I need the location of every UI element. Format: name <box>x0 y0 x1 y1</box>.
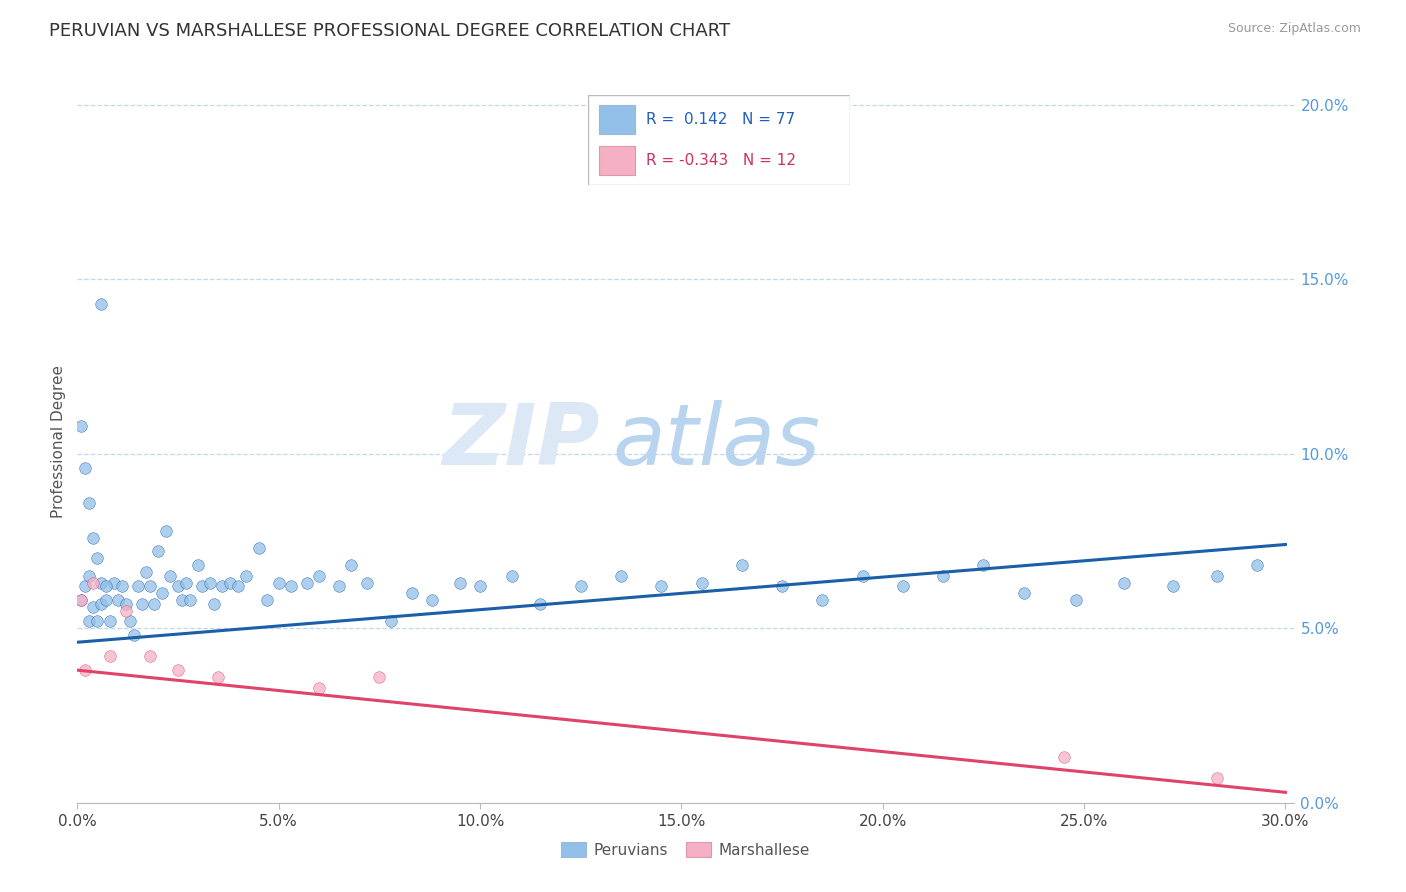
Point <box>468 579 491 593</box>
Point <box>139 579 162 593</box>
Point <box>191 579 214 593</box>
Point <box>146 544 169 558</box>
Point <box>207 670 229 684</box>
Point <box>82 531 104 545</box>
Point <box>79 569 101 583</box>
Point <box>1206 569 1229 583</box>
Point <box>235 569 257 583</box>
Point <box>228 579 250 593</box>
Point <box>135 566 157 580</box>
Point <box>610 569 633 583</box>
Point <box>75 460 97 475</box>
Point <box>267 575 290 590</box>
Point <box>167 663 190 677</box>
Point <box>98 615 121 629</box>
Point <box>1161 579 1184 593</box>
Point <box>202 597 225 611</box>
Point <box>401 586 423 600</box>
Point <box>90 575 112 590</box>
Point <box>86 551 108 566</box>
Point <box>1053 750 1076 764</box>
Point <box>131 597 153 611</box>
Point <box>368 670 391 684</box>
Point <box>179 593 201 607</box>
Point <box>150 586 173 600</box>
Point <box>295 575 318 590</box>
Point <box>70 418 93 433</box>
Point <box>1064 593 1087 607</box>
Point <box>340 558 363 573</box>
Point <box>75 663 97 677</box>
Point <box>356 575 378 590</box>
Point <box>690 575 713 590</box>
Point <box>103 575 125 590</box>
Point <box>852 569 875 583</box>
Point <box>70 593 93 607</box>
Y-axis label: Professional Degree: Professional Degree <box>51 365 66 518</box>
Point <box>1114 575 1136 590</box>
Point <box>82 600 104 615</box>
Point <box>1246 558 1268 573</box>
Point <box>159 569 181 583</box>
Text: Source: ZipAtlas.com: Source: ZipAtlas.com <box>1227 22 1361 36</box>
Point <box>90 597 112 611</box>
Point <box>107 593 129 607</box>
Point <box>501 569 523 583</box>
Point <box>122 628 145 642</box>
Point <box>127 579 149 593</box>
Point <box>380 615 402 629</box>
Point <box>75 579 97 593</box>
Point <box>111 579 134 593</box>
Point <box>167 579 190 593</box>
Point <box>118 615 141 629</box>
Point <box>891 579 914 593</box>
Point <box>308 569 330 583</box>
Point <box>174 575 197 590</box>
Point <box>308 681 330 695</box>
Point <box>79 615 101 629</box>
Point <box>247 541 270 555</box>
Point <box>420 593 443 607</box>
Point <box>211 579 233 593</box>
Text: PERUVIAN VS MARSHALLESE PROFESSIONAL DEGREE CORRELATION CHART: PERUVIAN VS MARSHALLESE PROFESSIONAL DEG… <box>49 22 730 40</box>
Text: ZIP: ZIP <box>443 400 600 483</box>
Point <box>155 524 177 538</box>
Point <box>94 579 117 593</box>
Point <box>529 597 551 611</box>
Point <box>82 575 104 590</box>
Point <box>79 495 101 509</box>
Point <box>187 558 209 573</box>
Point <box>569 579 592 593</box>
Point <box>170 593 193 607</box>
Point <box>731 558 754 573</box>
Point <box>139 649 162 664</box>
Legend: Peruvians, Marshallese: Peruvians, Marshallese <box>555 836 815 863</box>
Point <box>811 593 834 607</box>
Point <box>449 575 471 590</box>
Point <box>972 558 994 573</box>
Point <box>98 649 121 664</box>
Point <box>256 593 278 607</box>
Point <box>219 575 242 590</box>
Point <box>932 569 955 583</box>
Point <box>1012 586 1035 600</box>
Point <box>280 579 302 593</box>
Point <box>142 597 165 611</box>
Point <box>94 593 117 607</box>
Point <box>86 615 108 629</box>
Point <box>650 579 672 593</box>
Point <box>90 296 112 310</box>
Point <box>1206 772 1229 786</box>
Point <box>328 579 350 593</box>
Text: atlas: atlas <box>613 400 821 483</box>
Point <box>114 604 136 618</box>
Point <box>70 593 93 607</box>
Point <box>770 579 793 593</box>
Point <box>200 575 222 590</box>
Point <box>114 597 136 611</box>
